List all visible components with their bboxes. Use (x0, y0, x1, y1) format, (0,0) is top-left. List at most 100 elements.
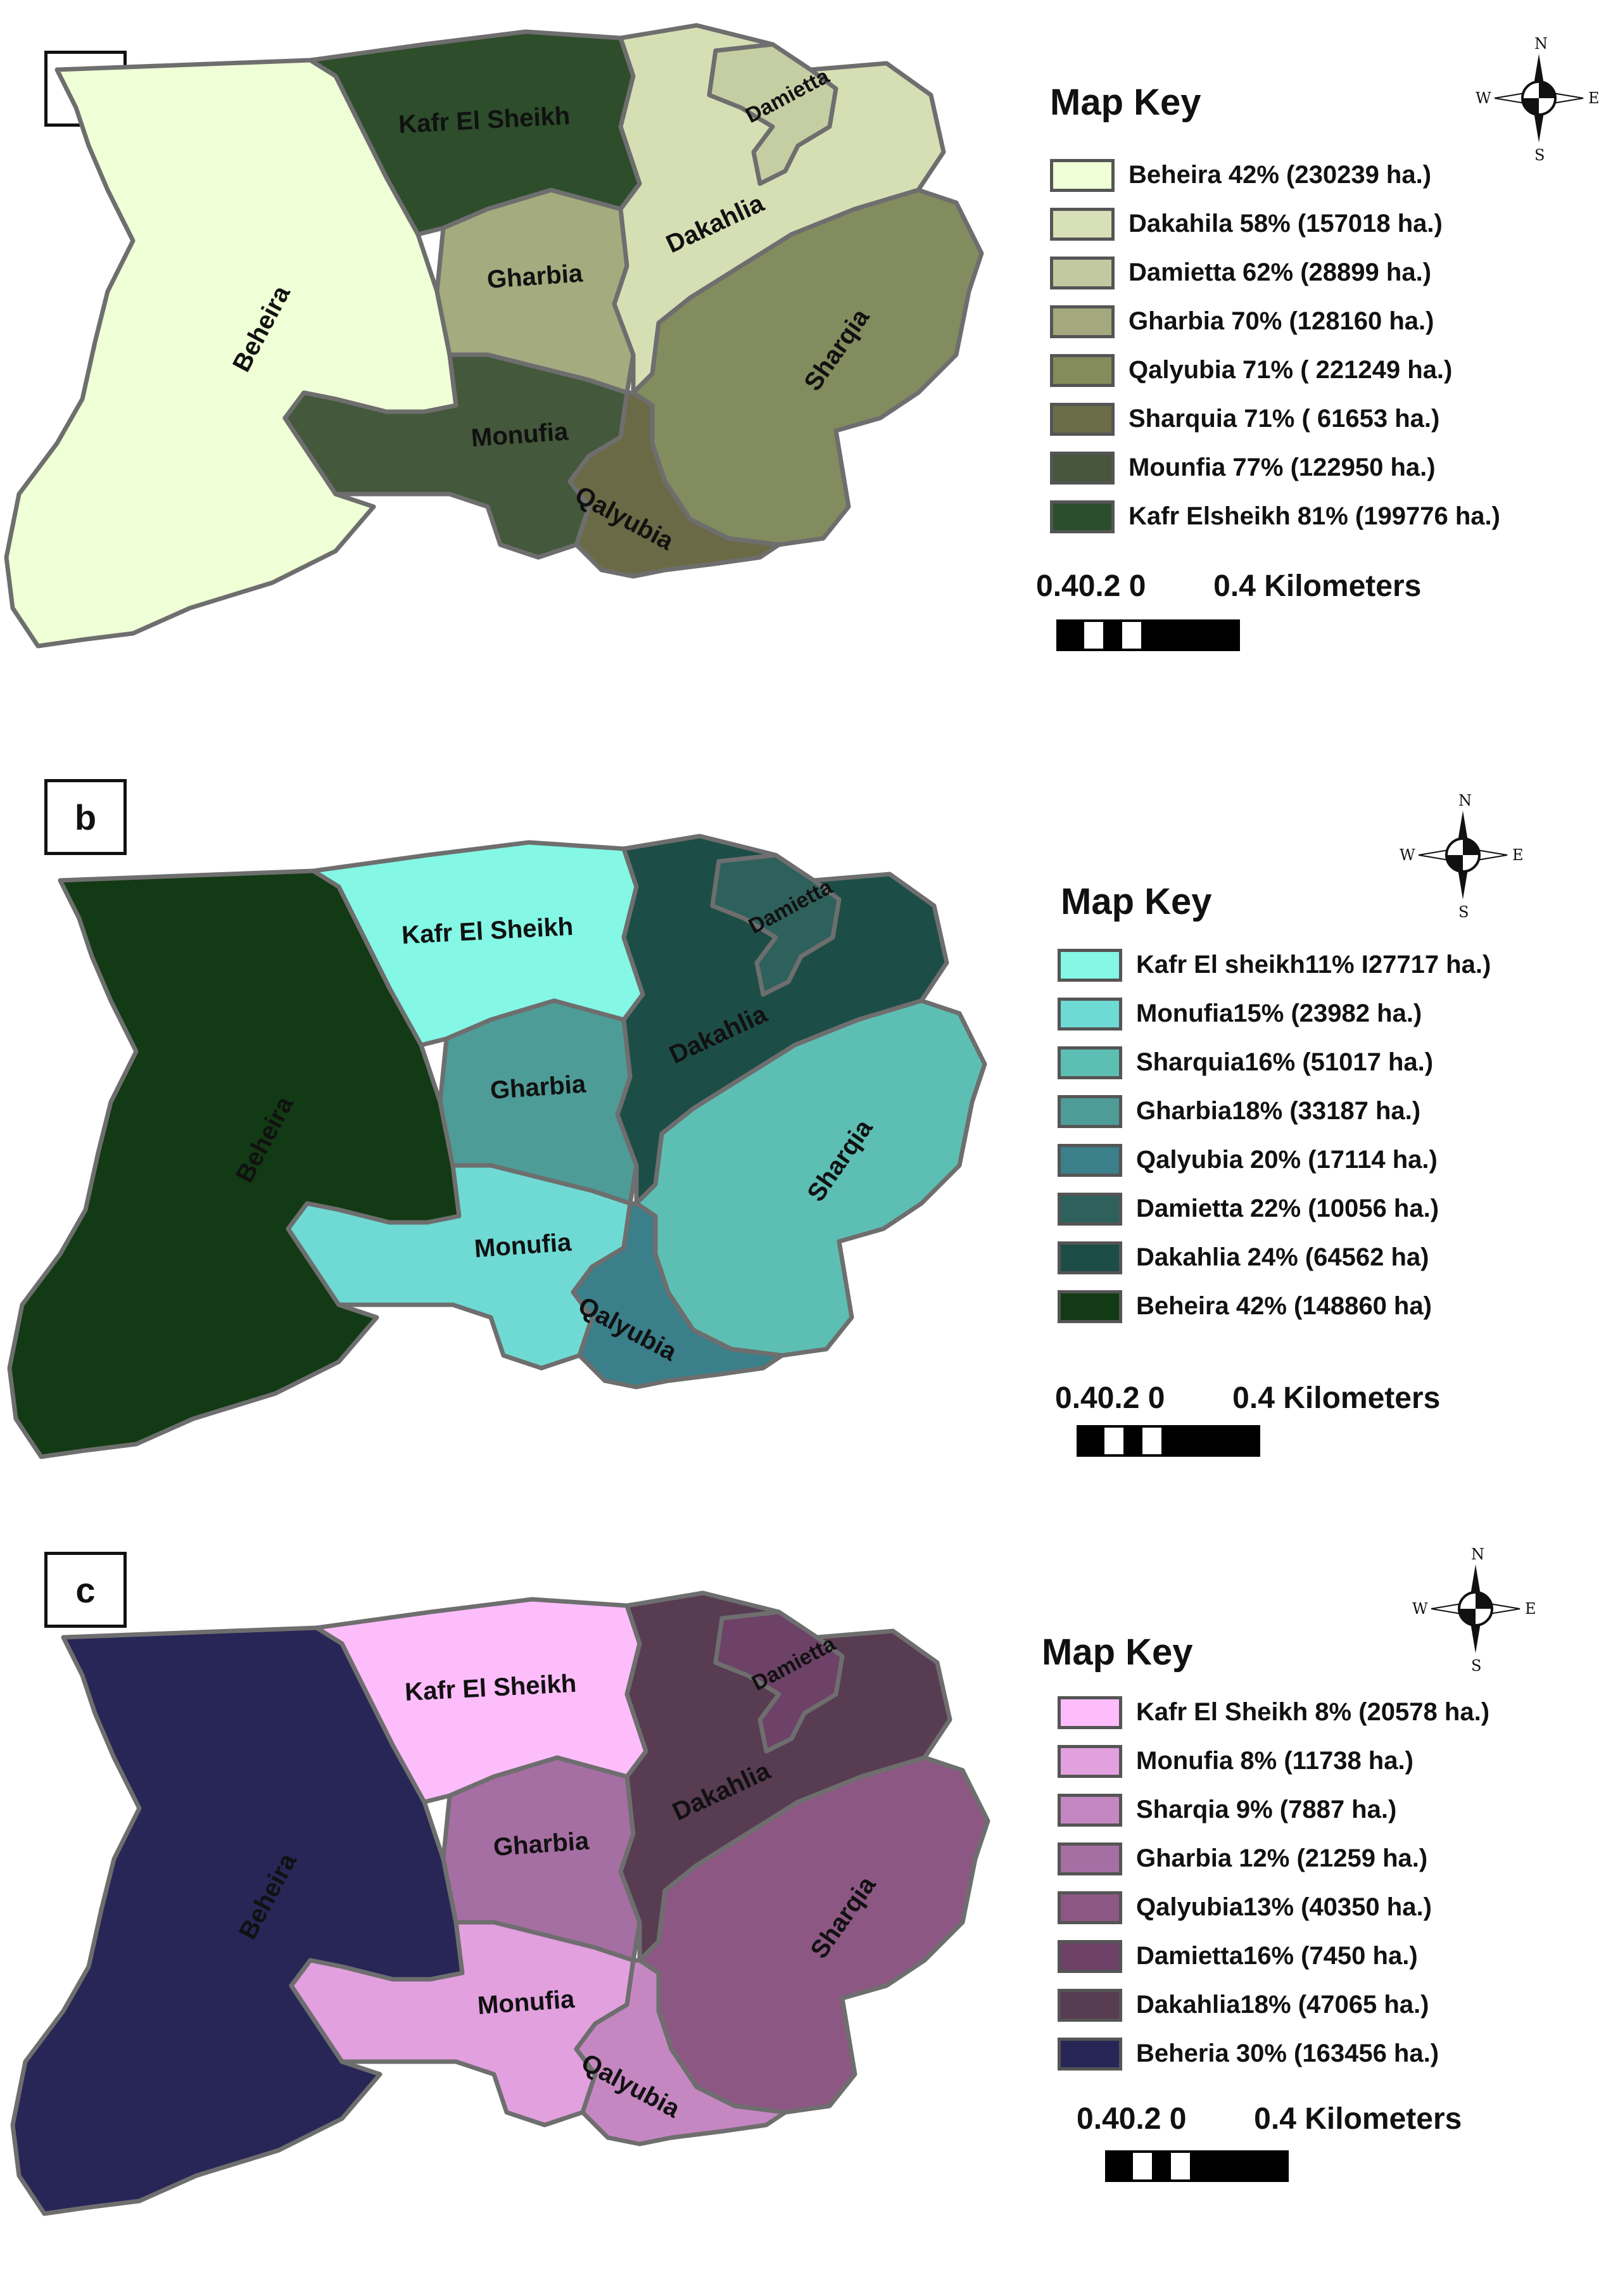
label-monufia: Monufia (474, 1228, 573, 1263)
region-sharqia (637, 1755, 990, 2115)
legend-item: Sharquia16% (51017 ha.) (1058, 1038, 1491, 1087)
legend-swatch (1058, 1094, 1122, 1128)
legend-item: Monufia15% (23982 ha.) (1058, 989, 1491, 1038)
map-panel-c: c Beheira Kafr El Sheikh Gharbia Monufia… (10, 1545, 1536, 2216)
legend-item: Mounfia 77% (122950 ha.) (1050, 443, 1500, 492)
legend-label: Gharbia 70% (128160 ha.) (1129, 307, 1434, 335)
region-beheira (7, 868, 462, 1459)
legend-swatch (1050, 207, 1115, 241)
legend-label: Kafr El Sheikh 8% (20578 ha.) (1136, 1698, 1490, 1726)
legend-label: Qalyubia 71% ( 221249 ha.) (1129, 356, 1453, 384)
legend-item: Beheira 42% (148860 ha) (1058, 1282, 1491, 1331)
legend-item: Kafr El sheikh11% I27717 ha.) (1058, 941, 1491, 989)
legend-swatch (1058, 1046, 1122, 1079)
legend-item: Gharbia 12% (21259 ha.) (1058, 1834, 1489, 1883)
map-svg: Beheira Kafr El Sheikh Gharbia Monufia D… (4, 23, 984, 649)
region-sharqia (634, 998, 987, 1358)
legend-swatch (1058, 1696, 1122, 1729)
legend-label: Beheira 42% (230239 ha.) (1129, 161, 1432, 189)
legend-swatch (1058, 1988, 1122, 2022)
legend-swatch (1058, 1744, 1122, 1778)
legend-item: Qalyubia 20% (17114 ha.) (1058, 1136, 1491, 1184)
legend-label: Monufia15% (23982 ha.) (1136, 999, 1422, 1027)
legend-label: Qalyubia13% (40350 ha.) (1136, 1893, 1432, 1921)
legend: Kafr El Sheikh 8% (20578 ha.) Monufia 8% … (1058, 1688, 1489, 2078)
legend-swatch (1050, 305, 1115, 338)
legend-label: Damietta16% (7450 ha.) (1136, 1942, 1418, 1970)
map-panel-b: b Beheira Kafr El Sheikh Gharbia Monufia… (7, 779, 1524, 1459)
legend-swatch (1050, 158, 1115, 192)
legend-swatch (1058, 1891, 1122, 1924)
legend-swatch (1050, 451, 1115, 485)
legend-item: Dakahlia 24% (64562 ha) (1058, 1233, 1491, 1282)
region-monufia (282, 352, 629, 560)
region-damietta (713, 1609, 845, 1754)
svg-text:S: S (1471, 1657, 1481, 1672)
legend-item: Kafr Elsheikh 81% (199776 ha.) (1050, 492, 1500, 541)
legend-swatch (1058, 1192, 1122, 1226)
legend-swatch (1058, 1842, 1122, 1875)
legend-swatch (1058, 948, 1122, 982)
legend-item: Dakahila 58% (157018 ha.) (1050, 200, 1500, 248)
label-gharbia: Gharbia (493, 1827, 591, 1861)
legend-swatch (1050, 500, 1115, 533)
svg-text:E: E (1525, 1600, 1536, 1618)
legend-item: Qalyubia 71% ( 221249 ha.) (1050, 346, 1500, 395)
legend-title: Map Key (1042, 1632, 1193, 1673)
svg-text:E: E (1588, 89, 1600, 107)
legend-title: Map Key (1061, 881, 1212, 922)
legend-label: Dakahlia 24% (64562 ha) (1136, 1243, 1429, 1271)
legend-item: Beheira 42% (230239 ha.) (1050, 151, 1500, 200)
legend-label: Gharbia18% (33187 ha.) (1136, 1097, 1421, 1125)
legend-item: Beheria 30% (163456 ha.) (1058, 2029, 1489, 2078)
label-gharbia: Gharbia (486, 259, 585, 293)
scale-bar (1056, 619, 1240, 651)
panel-label: b (44, 779, 127, 855)
compass-rose-icon: N S W E (1412, 1545, 1536, 1672)
legend-swatch (1058, 1241, 1122, 1274)
scale-text: 0.40.2 0 0.4 Kilometers (1055, 1381, 1441, 1415)
legend-item: Sharqia 9% (7887 ha.) (1058, 1785, 1489, 1834)
region-beheira (10, 1625, 465, 2216)
compass-rose-icon: N S W E (1476, 35, 1600, 162)
legend-item: Gharbia18% (33187 ha.) (1058, 1087, 1491, 1136)
label-gharbia: Gharbia (490, 1070, 588, 1104)
svg-text:W: W (1476, 89, 1491, 107)
legend-title: Map Key (1050, 82, 1201, 123)
region-monufia (286, 1163, 633, 1371)
legend-label: Kafr El sheikh11% I27717 ha.) (1136, 951, 1491, 979)
legend-swatch (1058, 1939, 1122, 1973)
legend-item: Qalyubia13% (40350 ha.) (1058, 1883, 1489, 1932)
legend-swatch (1058, 1290, 1122, 1323)
legend-swatch (1050, 353, 1115, 387)
compass-rose-icon: N S W E (1400, 792, 1524, 918)
legend-swatch (1058, 1793, 1122, 1827)
region-damietta (710, 853, 842, 997)
legend-item: Damietta 22% (10056 ha.) (1058, 1184, 1491, 1233)
svg-text:N: N (1458, 792, 1472, 809)
legend-label: Damietta 62% (28899 ha.) (1129, 258, 1432, 286)
legend-label: Dakahlia18% (47065 ha.) (1136, 1991, 1429, 2019)
scale-text: 0.40.2 0 0.4 Kilometers (1036, 569, 1422, 603)
svg-text:W: W (1412, 1600, 1428, 1618)
legend-item: Damietta 62% (28899 ha.) (1050, 248, 1500, 297)
label-monufia: Monufia (471, 417, 570, 452)
legend-label: Sharquia 71% ( 61653 ha.) (1129, 405, 1440, 433)
legend-label: Sharqia 9% (7887 ha.) (1136, 1796, 1397, 1823)
scale-bar (1105, 2150, 1289, 2182)
legend: Beheira 42% (230239 ha.) Dakahila 58% (15… (1050, 151, 1500, 541)
legend-swatch (1058, 2037, 1122, 2071)
region-monufia (289, 1920, 636, 2128)
legend-item: Monufia 8% (11738 ha.) (1058, 1737, 1489, 1785)
legend-label: Dakahila 58% (157018 ha.) (1129, 210, 1443, 238)
legend-label: Beheira 42% (148860 ha) (1136, 1292, 1432, 1320)
region-damietta (707, 42, 838, 186)
svg-text:W: W (1400, 846, 1415, 864)
legend-label: Beheria 30% (163456 ha.) (1136, 2039, 1439, 2067)
legend-label: Qalyubia 20% (17114 ha.) (1136, 1146, 1438, 1174)
legend: Kafr El sheikh11% I27717 ha.) Monufia15% … (1058, 941, 1491, 1331)
region-qalyubia (567, 390, 781, 579)
map-svg: Beheira Kafr El Sheikh Gharbia Monufia D… (10, 1590, 990, 2216)
svg-text:S: S (1458, 903, 1469, 918)
region-sharqia (631, 187, 984, 547)
